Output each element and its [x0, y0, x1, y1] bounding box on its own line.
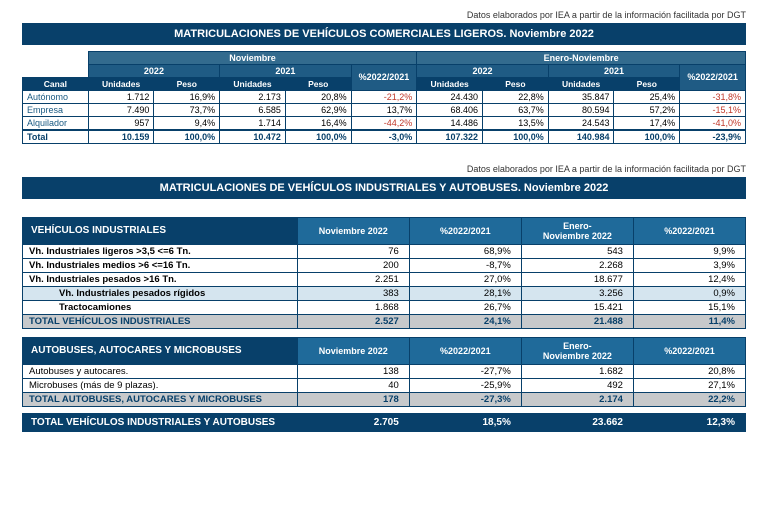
grand-total: TOTAL VEHÍCULOS INDUSTRIALES Y AUTOBUSES…: [22, 413, 746, 432]
source-note-2: Datos elaborados por IEA a partir de la …: [22, 164, 746, 174]
table2-section-b: AUTOBUSES, AUTOCARES Y MICROBUSESNoviemb…: [22, 337, 746, 407]
source-note: Datos elaborados por IEA a partir de la …: [22, 10, 746, 20]
table1: NoviembreEnero-Noviembre20222021%2022/20…: [22, 45, 746, 144]
table2-title: MATRICULACIONES DE VEHÍCULOS INDUSTRIALE…: [22, 177, 746, 199]
table2-section-a: VEHÍCULOS INDUSTRIALESNoviembre 2022%202…: [22, 217, 746, 329]
table1-title: MATRICULACIONES DE VEHÍCULOS COMERCIALES…: [22, 23, 746, 45]
